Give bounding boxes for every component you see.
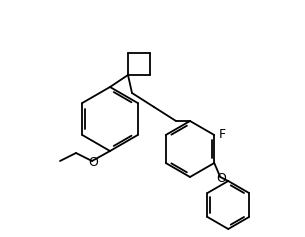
Text: O: O	[88, 155, 98, 169]
Text: O: O	[216, 172, 226, 184]
Text: F: F	[219, 128, 226, 141]
